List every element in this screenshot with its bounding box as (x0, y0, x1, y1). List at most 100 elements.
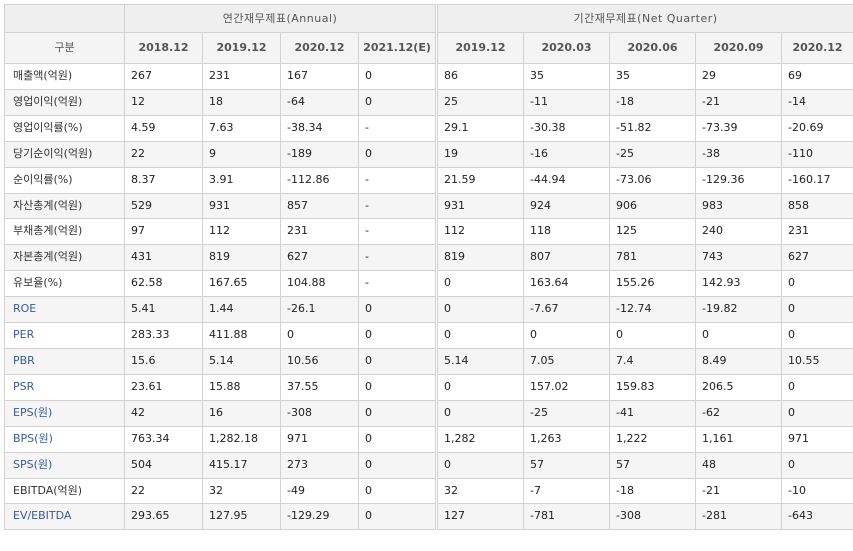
quarter-value-cell: 57 (523, 451, 610, 479)
table-row: 영업이익률(%) 4.59 7.63 -38.34- (4, 114, 437, 142)
quarter-value-cell: 155.26 (609, 270, 696, 298)
quarter-value-cell: 819 (437, 244, 524, 272)
quarter-value-cell: 0 (437, 399, 524, 427)
table-row: BPS(원) 763.34 1,282.18 971 0 (4, 425, 437, 453)
quarter-value-cell: 142.93 (695, 270, 782, 298)
annual-value-cell: 167 (280, 63, 359, 90)
annual-value-cell: 819 (202, 244, 281, 272)
row-label[interactable]: EV/EBITDA (4, 503, 125, 531)
quarter-value-cell: 10.55 (780, 347, 853, 375)
quarter-value-cell: -10 (780, 477, 853, 505)
annual-value-cell: 0 (357, 63, 437, 90)
annual-value-cell: 32 (202, 477, 281, 505)
row-label[interactable]: PSR (4, 373, 125, 401)
quarter-value-cell: 21.59 (437, 166, 524, 194)
annual-value-cell: 857 (280, 192, 359, 220)
annual-value-cell: 0 (357, 399, 437, 427)
table-row: 819 807 781 743 627 (437, 244, 853, 272)
table-row: 127 -781 -308 -281 -643 (437, 503, 853, 531)
annual-value-cell: 12 (124, 88, 203, 116)
annual-value-cell: 971 (280, 425, 359, 453)
annual-value-cell: 42 (124, 399, 203, 427)
annual-value-cell: 5.41 (124, 296, 203, 324)
row-label: 영업이익률(%) (4, 114, 125, 142)
row-label: 유보율(%) (4, 270, 125, 298)
annual-group-header: 연간재무제표(Annual) (123, 4, 437, 33)
quarter-value-cell: 7.4 (609, 347, 696, 375)
table-row: PBR 15.6 5.14 10.56 0 (4, 347, 437, 375)
quarter-value-cell: 924 (523, 192, 610, 220)
annual-value-cell: 127.95 (202, 503, 281, 531)
row-label[interactable]: BPS(원) (4, 425, 125, 453)
quarter-value-cell: 8.49 (695, 347, 782, 375)
quarter-value-cell: 0 (780, 322, 853, 349)
quarter-value-cell: 29 (695, 63, 782, 90)
quarter-value-cell: 0 (437, 322, 524, 349)
quarter-value-cell: 35 (523, 63, 610, 90)
table-row: 86 35 35 29 69 (437, 63, 853, 90)
row-label: EBITDA(억원) (4, 477, 125, 505)
annual-value-cell: 62.58 (124, 270, 203, 298)
quarter-financial-table: 기간재무제표(Net Quarter) 2019.12 2020.03 2020.0… (436, 4, 853, 531)
quarter-value-cell: 1,263 (523, 425, 610, 453)
quarter-value-cell: -308 (609, 503, 696, 531)
quarter-value-cell: 0 (780, 373, 853, 401)
annual-value-cell: 0 (357, 477, 437, 505)
annual-value-cell: 1.44 (202, 296, 281, 324)
table-row: 0 163.64 155.26 142.93 0 (437, 270, 853, 298)
quarter-column-header: 2020.03 (523, 32, 610, 64)
quarter-value-cell: -129.36 (695, 166, 782, 194)
row-label[interactable]: SPS(원) (4, 451, 125, 479)
row-label[interactable]: ROE (4, 296, 125, 324)
quarter-value-cell: -62 (695, 399, 782, 427)
table-row: 5.14 7.05 7.4 8.49 10.55 (437, 347, 853, 375)
quarter-value-cell: -21 (695, 477, 782, 505)
quarter-value-cell: -12.74 (609, 296, 696, 324)
quarter-value-cell: 240 (695, 218, 782, 246)
annual-value-cell: 267 (124, 63, 203, 90)
quarter-value-cell: 0 (437, 451, 524, 479)
row-label[interactable]: EPS(원) (4, 399, 125, 427)
table-row: 29.1 -30.38 -51.82 -73.39 -20.69 (437, 114, 853, 142)
annual-value-cell: 22 (124, 477, 203, 505)
quarter-value-cell: -51.82 (609, 114, 696, 142)
annual-value-cell: 0 (357, 503, 437, 531)
annual-value-cell: 0 (357, 373, 437, 401)
table-row: EV/EBITDA 293.65 127.95 -129.29 0 (4, 503, 437, 531)
table-row: 당기순이익(억원) 22 9 -189 0 (4, 140, 437, 168)
quarter-value-cell: 906 (609, 192, 696, 220)
table-row: PER 283.33 411.88 0 0 (4, 322, 437, 349)
annual-value-cell: 273 (280, 451, 359, 479)
quarter-value-cell: -16 (523, 140, 610, 168)
row-label: 매출액(억원) (4, 63, 125, 90)
annual-value-cell: 0 (357, 347, 437, 375)
row-label[interactable]: PBR (4, 347, 125, 375)
quarter-value-cell: 48 (695, 451, 782, 479)
annual-value-cell: - (357, 166, 437, 194)
quarter-value-cell: 35 (609, 63, 696, 90)
blank-corner (4, 4, 125, 33)
row-label[interactable]: PER (4, 322, 125, 349)
annual-value-cell: 9 (202, 140, 281, 168)
quarter-column-header: 2019.12 (437, 32, 524, 64)
quarter-value-cell: -19.82 (695, 296, 782, 324)
table-row: 1,282 1,263 1,222 1,161 971 (437, 425, 853, 453)
quarter-value-cell: 971 (780, 425, 853, 453)
quarter-value-cell: 781 (609, 244, 696, 272)
quarter-value-cell: 1,222 (609, 425, 696, 453)
quarter-value-cell: 0 (437, 296, 524, 324)
quarter-value-cell: 112 (437, 218, 524, 246)
annual-value-cell: 5.14 (202, 347, 281, 375)
table-row: 부채총계(억원) 97 112 231- (4, 218, 437, 246)
annual-value-cell: 283.33 (124, 322, 203, 349)
annual-value-cell: - (357, 192, 437, 220)
annual-value-cell: 16 (202, 399, 281, 427)
quarter-value-cell: -38 (695, 140, 782, 168)
annual-value-cell: 431 (124, 244, 203, 272)
annual-value-cell: 0 (357, 425, 437, 453)
annual-column-header: 2020.12 (280, 32, 359, 64)
annual-value-cell: 293.65 (124, 503, 203, 531)
annual-value-cell: 0 (357, 88, 437, 116)
quarter-value-cell: -44.94 (523, 166, 610, 194)
table-row: 순이익률(%) 8.37 3.91 -112.86- (4, 166, 437, 194)
